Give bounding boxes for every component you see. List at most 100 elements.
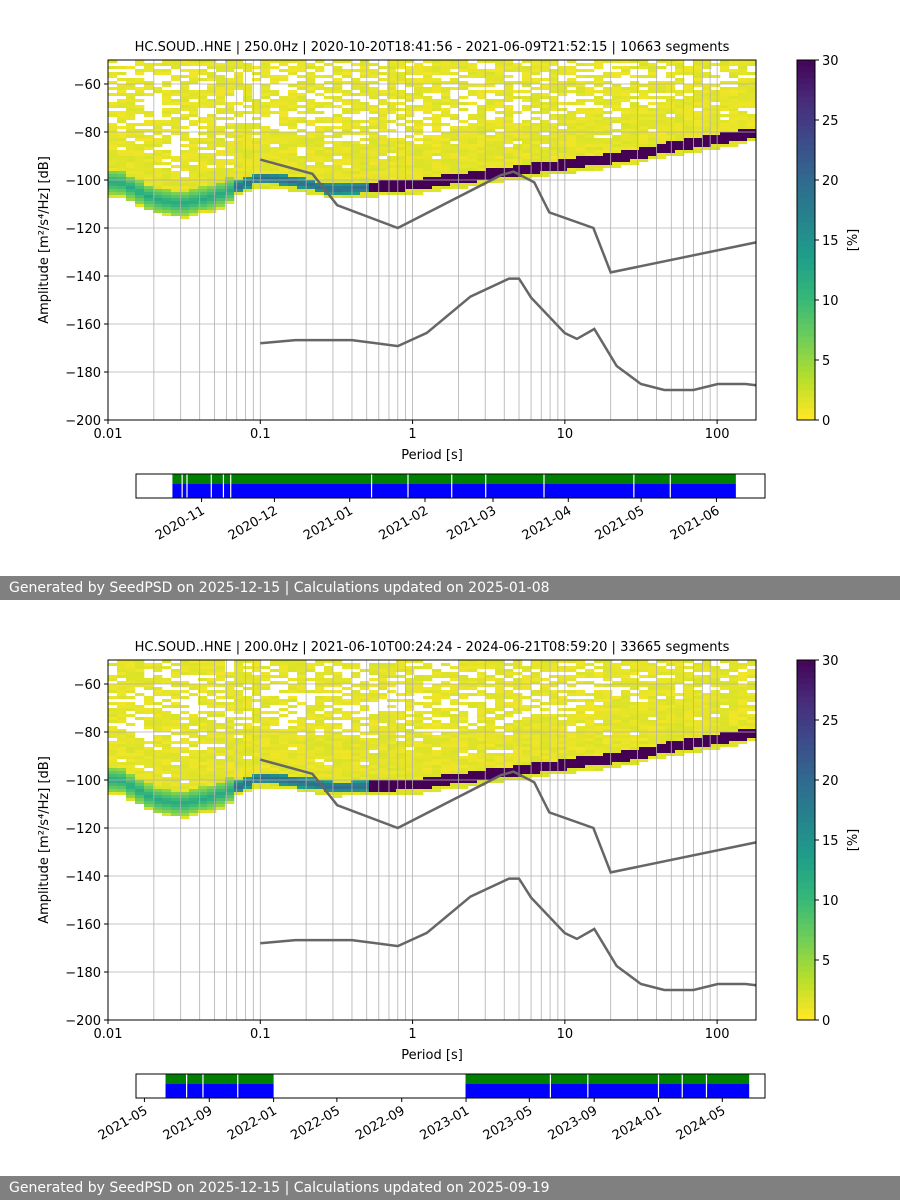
heatmap-cell [252, 711, 262, 714]
colorbar-segment [797, 354, 815, 361]
heatmap-cell [297, 63, 307, 66]
heatmap-cell [423, 696, 433, 699]
heatmap-cell [351, 720, 361, 723]
heatmap-cell [117, 195, 127, 198]
heatmap-cell [387, 174, 397, 177]
heatmap-cell [252, 168, 262, 171]
heatmap-cell [270, 90, 280, 93]
y-tick-label: −160 [65, 318, 101, 333]
heatmap-cell [522, 126, 532, 129]
heatmap-cell [558, 762, 568, 765]
heatmap-cell [405, 744, 415, 747]
heatmap-cell [279, 120, 289, 123]
heatmap-cell [450, 735, 460, 738]
heatmap-cell [684, 120, 694, 123]
heatmap-cell [234, 684, 244, 687]
heatmap-cell [441, 174, 451, 177]
heatmap-cell [270, 150, 280, 153]
heatmap-cell [657, 90, 667, 93]
heatmap-cell [216, 690, 226, 693]
heatmap-cell [432, 144, 442, 147]
heatmap-cell [387, 762, 397, 765]
heatmap-cell [198, 792, 208, 795]
heatmap-cell [252, 150, 262, 153]
heatmap-cell [450, 105, 460, 108]
heatmap-cell [567, 72, 577, 75]
heatmap-cell [180, 759, 190, 762]
heatmap-cell [387, 750, 397, 753]
heatmap-cell [693, 711, 703, 714]
heatmap-cell [225, 141, 235, 144]
heatmap-cell [531, 771, 541, 774]
heatmap-cell [738, 84, 748, 87]
heatmap-cell [342, 681, 352, 684]
heatmap-cell [396, 714, 406, 717]
heatmap-cell [729, 675, 739, 678]
heatmap-cell [243, 774, 253, 777]
heatmap-cell [225, 162, 235, 165]
heatmap-cell [531, 753, 541, 756]
heatmap-cell [270, 153, 280, 156]
heatmap-cell [531, 99, 541, 102]
psd-figure-2: HC.SOUD..HNE | 200.0Hz | 2021-06-10T00:2… [0, 600, 900, 1200]
heatmap-cell [234, 78, 244, 81]
heatmap-cell [432, 129, 442, 132]
heatmap-cell [117, 102, 127, 105]
heatmap-cell [207, 144, 217, 147]
heatmap-cell [567, 690, 577, 693]
heatmap-cell [243, 138, 253, 141]
heatmap-cell [459, 741, 469, 744]
heatmap-cell [576, 711, 586, 714]
heatmap-cell [342, 174, 352, 177]
heatmap-cell [333, 795, 343, 798]
heatmap-cell [594, 165, 604, 168]
heatmap-cell [162, 198, 172, 201]
heatmap-cell [522, 144, 532, 147]
heatmap-cell [324, 96, 334, 99]
heatmap-cell [333, 141, 343, 144]
heatmap-cell [639, 66, 649, 69]
heatmap-cell [414, 132, 424, 135]
heatmap-cell [450, 699, 460, 702]
heatmap-cell [333, 153, 343, 156]
heatmap-cell [522, 81, 532, 84]
heatmap-cell [306, 144, 316, 147]
heatmap-cell [648, 75, 658, 78]
heatmap-cell [738, 714, 748, 717]
heatmap-cell [117, 111, 127, 114]
heatmap-cell [135, 759, 145, 762]
heatmap-cell [675, 60, 685, 63]
heatmap-cell [315, 762, 325, 765]
heatmap-cell [171, 693, 181, 696]
heatmap-cell [189, 687, 199, 690]
heatmap-cell [396, 168, 406, 171]
heatmap-cell [720, 144, 730, 147]
heatmap-cell [684, 117, 694, 120]
heatmap-cell [594, 111, 604, 114]
heatmap-cell [441, 663, 451, 666]
heatmap-cell [135, 801, 145, 804]
heatmap-cell [405, 156, 415, 159]
heatmap-cell [414, 87, 424, 90]
heatmap-cell [459, 777, 469, 780]
heatmap-cell [360, 708, 370, 711]
heatmap-cell [657, 105, 667, 108]
heatmap-cell [243, 702, 253, 705]
heatmap-cell [585, 69, 595, 72]
heatmap-cell [504, 66, 514, 69]
heatmap-cell [153, 708, 163, 711]
colorbar-segment [797, 198, 815, 205]
heatmap-cell [504, 153, 514, 156]
heatmap-cell [207, 786, 217, 789]
heatmap-cell [351, 702, 361, 705]
heatmap-cell [477, 747, 487, 750]
heatmap-cell [585, 156, 595, 159]
heatmap-cell [162, 756, 172, 759]
heatmap-cell [387, 723, 397, 726]
heatmap-cell [126, 795, 136, 798]
heatmap-cell [531, 747, 541, 750]
heatmap-cell [315, 726, 325, 729]
heatmap-cell [459, 180, 469, 183]
heatmap-cell [189, 198, 199, 201]
heatmap-cell [549, 102, 559, 105]
